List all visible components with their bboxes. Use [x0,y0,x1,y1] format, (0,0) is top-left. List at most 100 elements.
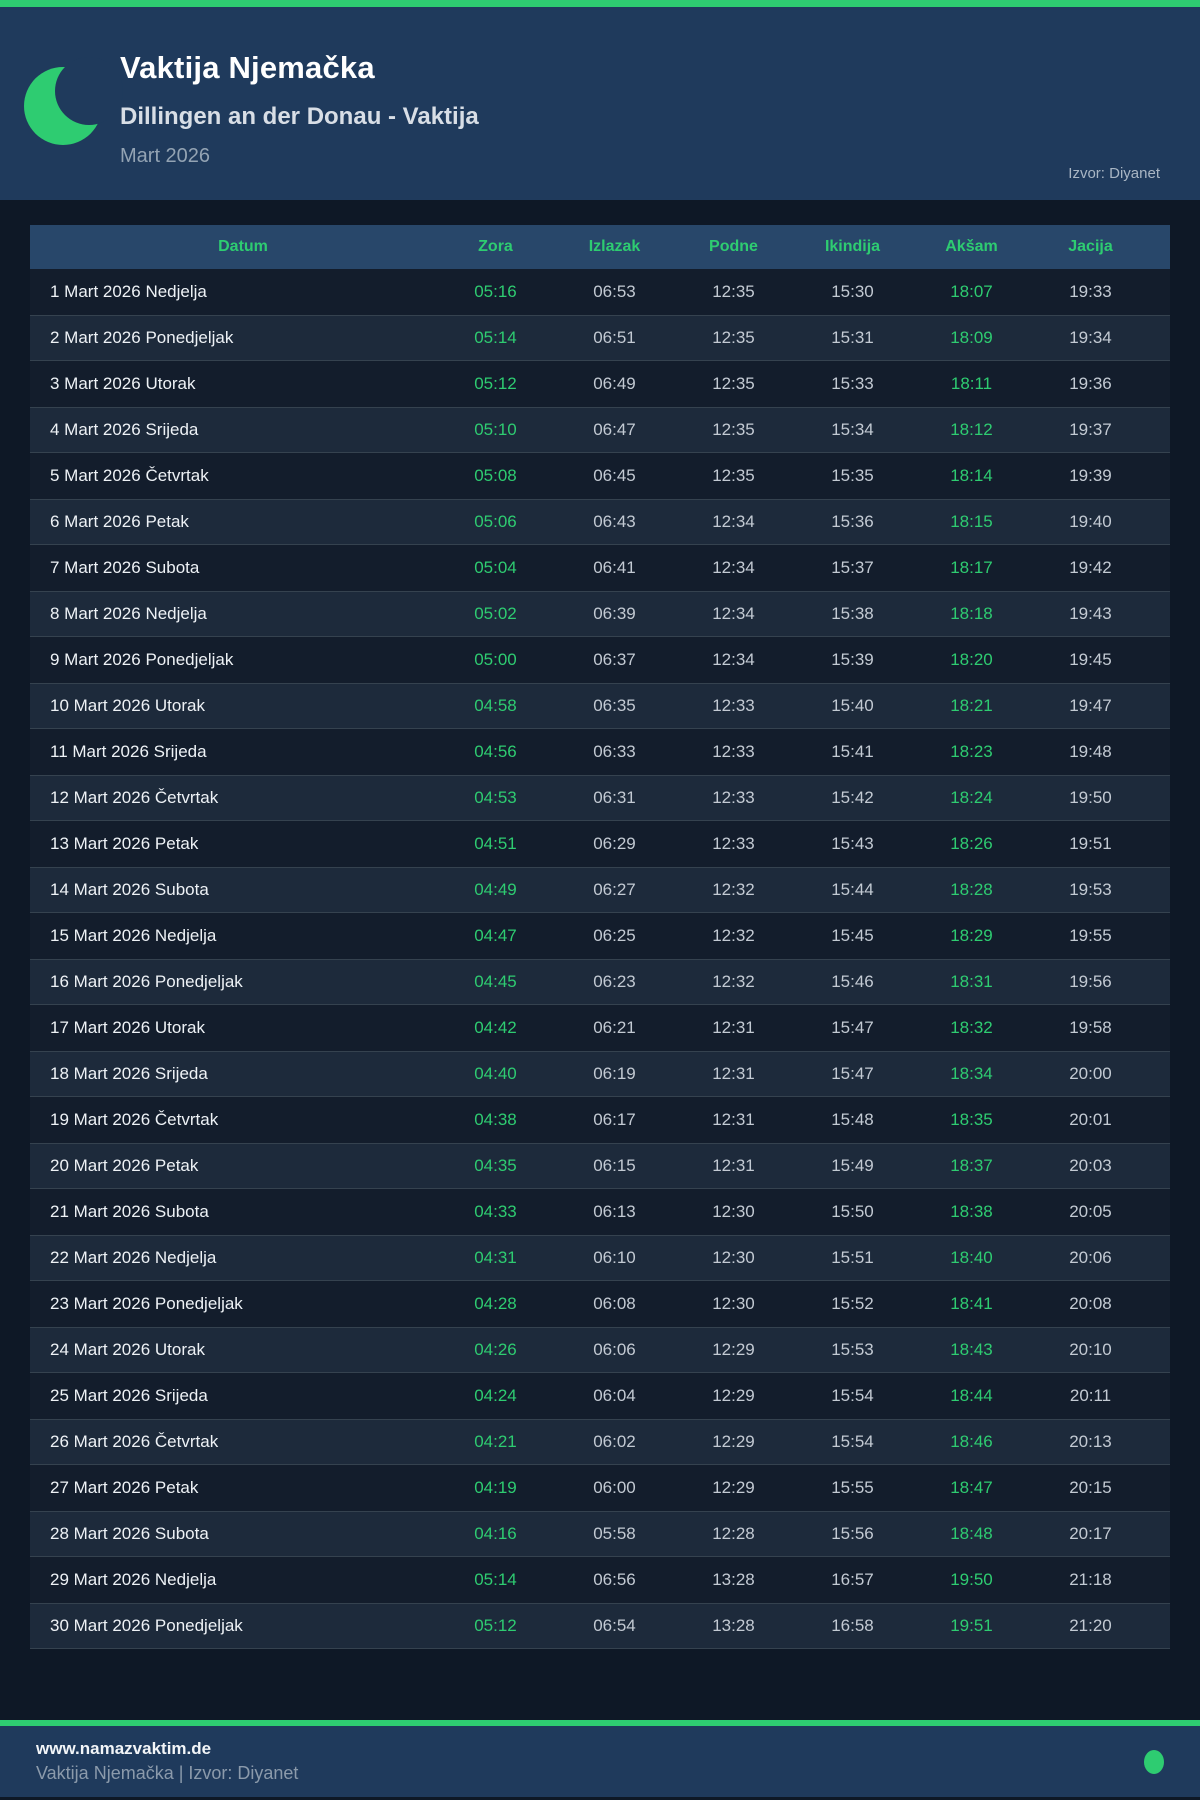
time-cell: 12:30 [712,1202,755,1221]
table-row: 11 Mart 2026 Srijeda 04:56 06:33 12:33 15:41… [30,729,1170,775]
time-cell: 19:39 [1069,466,1112,485]
status-dot-icon [1144,1749,1164,1774]
time-cell: 04:35 [474,1156,517,1175]
table-row: 10 Mart 2026 Utorak 04:58 06:35 12:33 15:40 1… [30,683,1170,729]
time-cell: 21:20 [1069,1616,1112,1635]
time-cell: 18:34 [950,1064,993,1083]
time-cell: 18:29 [950,926,993,945]
bottom-edge-strip [0,1797,1200,1800]
time-cell: 05:08 [474,466,517,485]
time-cell: 06:04 [593,1386,636,1405]
time-cell: 15:47 [831,1018,874,1037]
date-cell: 8 Mart 2026 Nedjelja [50,604,207,623]
time-cell: 19:36 [1069,374,1112,393]
time-cell: 12:31 [712,1064,755,1083]
time-cell: 15:36 [831,512,874,531]
time-cell: 20:06 [1069,1248,1112,1267]
prayer-times-table: Datum Zora Izlazak Podne Ikindija Akšam … [30,225,1170,1649]
time-cell: 06:21 [593,1018,636,1037]
time-cell: 12:28 [712,1524,755,1543]
time-cell: 04:28 [474,1294,517,1313]
time-cell: 19:50 [1069,788,1112,807]
time-cell: 12:33 [712,742,755,761]
time-cell: 15:51 [831,1248,874,1267]
table-row: 26 Mart 2026 Četvrtak 04:21 06:02 12:29 15:5… [30,1419,1170,1465]
time-cell: 12:29 [712,1478,755,1497]
time-cell: 15:52 [831,1294,874,1313]
time-cell: 20:15 [1069,1478,1112,1497]
date-cell: 30 Mart 2026 Ponedjeljak [50,1616,243,1635]
column-header-podne: Podne [709,238,758,255]
date-cell: 5 Mart 2026 Četvrtak [50,466,209,485]
time-cell: 05:00 [474,650,517,669]
time-cell: 19:48 [1069,742,1112,761]
time-cell: 19:47 [1069,696,1112,715]
table-row: 5 Mart 2026 Četvrtak 05:08 06:45 12:35 15:35… [30,453,1170,499]
time-cell: 15:54 [831,1386,874,1405]
time-cell: 18:14 [950,466,993,485]
page-header: Vaktija Njemačka Dillingen an der Donau … [0,7,1200,200]
time-cell: 16:57 [831,1570,874,1589]
footer-accent-line [0,1720,1200,1726]
time-cell: 20:17 [1069,1524,1112,1543]
time-cell: 18:41 [950,1294,993,1313]
crescent-moon-icon [24,57,123,145]
time-cell: 13:28 [712,1616,755,1635]
table-row: 15 Mart 2026 Nedjelja 04:47 06:25 12:32 15:4… [30,913,1170,959]
date-cell: 11 Mart 2026 Srijeda [50,742,207,761]
month-label: Mart 2026 [120,145,211,167]
time-cell: 18:32 [950,1018,993,1037]
time-cell: 18:38 [950,1202,993,1221]
time-cell: 15:53 [831,1340,874,1359]
table-row: 9 Mart 2026 Ponedjeljak 05:00 06:37 12:34 15… [30,637,1170,683]
time-cell: 06:54 [593,1616,636,1635]
time-cell: 12:34 [712,604,755,623]
page-footer: www.namazvaktim.de Vaktija Njemačka | Iz… [0,1720,1200,1800]
time-cell: 04:38 [474,1110,517,1129]
date-cell: 18 Mart 2026 Srijeda [50,1064,208,1083]
time-cell: 20:08 [1069,1294,1112,1313]
time-cell: 05:16 [474,282,517,301]
table-row: 8 Mart 2026 Nedjelja 05:02 06:39 12:34 15:38… [30,591,1170,637]
time-cell: 15:45 [831,926,874,945]
time-cell: 19:42 [1069,558,1112,577]
footer-band: www.namazvaktim.de Vaktija Njemačka | Iz… [0,1726,1200,1797]
time-cell: 18:21 [950,696,993,715]
time-cell: 06:31 [593,788,636,807]
date-cell: 21 Mart 2026 Subota [50,1202,209,1221]
time-cell: 04:53 [474,788,517,807]
time-cell: 19:50 [950,1570,993,1589]
date-cell: 24 Mart 2026 Utorak [50,1340,205,1359]
time-cell: 15:48 [831,1110,874,1129]
time-cell: 06:08 [593,1294,636,1313]
time-cell: 05:04 [474,558,517,577]
table-row: 20 Mart 2026 Petak 04:35 06:15 12:31 15:49 18… [30,1143,1170,1189]
time-cell: 06:37 [593,650,636,669]
time-cell: 12:29 [712,1340,755,1359]
table-row: 18 Mart 2026 Srijeda 04:40 06:19 12:31 15:47… [30,1051,1170,1097]
footer-tagline: Vaktija Njemačka | Izvor: Diyanet [36,1763,299,1783]
table-row: 3 Mart 2026 Utorak 05:12 06:49 12:35 15:33 18… [30,361,1170,407]
time-cell: 04:33 [474,1202,517,1221]
time-cell: 06:41 [593,558,636,577]
date-cell: 4 Mart 2026 Srijeda [50,420,199,439]
time-cell: 04:49 [474,880,517,899]
time-cell: 05:12 [474,374,517,393]
time-cell: 06:56 [593,1570,636,1589]
time-cell: 18:20 [950,650,993,669]
time-cell: 05:02 [474,604,517,623]
table-row: 16 Mart 2026 Ponedjeljak 04:45 06:23 12:32 1… [30,959,1170,1005]
time-cell: 15:35 [831,466,874,485]
table-row: 6 Mart 2026 Petak 05:06 06:43 12:34 15:36 18:… [30,499,1170,545]
table-row: 4 Mart 2026 Srijeda 05:10 06:47 12:35 15:34 1… [30,407,1170,453]
time-cell: 18:40 [950,1248,993,1267]
time-cell: 15:50 [831,1202,874,1221]
time-cell: 04:47 [474,926,517,945]
time-cell: 12:31 [712,1110,755,1129]
website-link[interactable]: www.namazvaktim.de [36,1739,212,1758]
time-cell: 12:30 [712,1248,755,1267]
time-cell: 18:35 [950,1110,993,1129]
time-cell: 06:10 [593,1248,636,1267]
table-row: 27 Mart 2026 Petak 04:19 06:00 12:29 15:55 18… [30,1465,1170,1511]
time-cell: 18:18 [950,604,993,623]
